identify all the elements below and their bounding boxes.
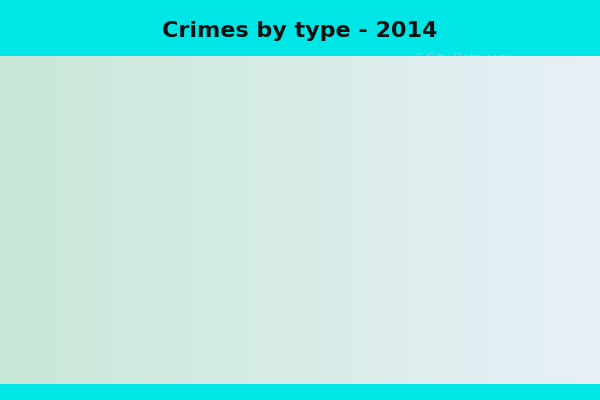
Text: Auto thefts (6.6%): Auto thefts (6.6%) <box>151 74 320 110</box>
Text: ⓘ City-Data.com: ⓘ City-Data.com <box>415 52 510 65</box>
Text: Rapes (0.7%): Rapes (0.7%) <box>103 263 400 288</box>
Text: Robberies (2.6%): Robberies (2.6%) <box>123 106 350 122</box>
Wedge shape <box>300 89 353 220</box>
Wedge shape <box>300 158 431 268</box>
Wedge shape <box>169 89 420 351</box>
Text: Thefts (68.4%): Thefts (68.4%) <box>209 281 537 310</box>
Wedge shape <box>300 110 413 220</box>
Text: Arson (0.7%): Arson (0.7%) <box>90 164 394 177</box>
Wedge shape <box>300 152 415 220</box>
Wedge shape <box>300 100 371 220</box>
Text: Crimes by type - 2014: Crimes by type - 2014 <box>163 21 437 41</box>
Wedge shape <box>300 220 422 273</box>
Text: Burglaries (13.8%): Burglaries (13.8%) <box>83 200 409 213</box>
Text: Assaults (7.2%): Assaults (7.2%) <box>99 131 377 144</box>
